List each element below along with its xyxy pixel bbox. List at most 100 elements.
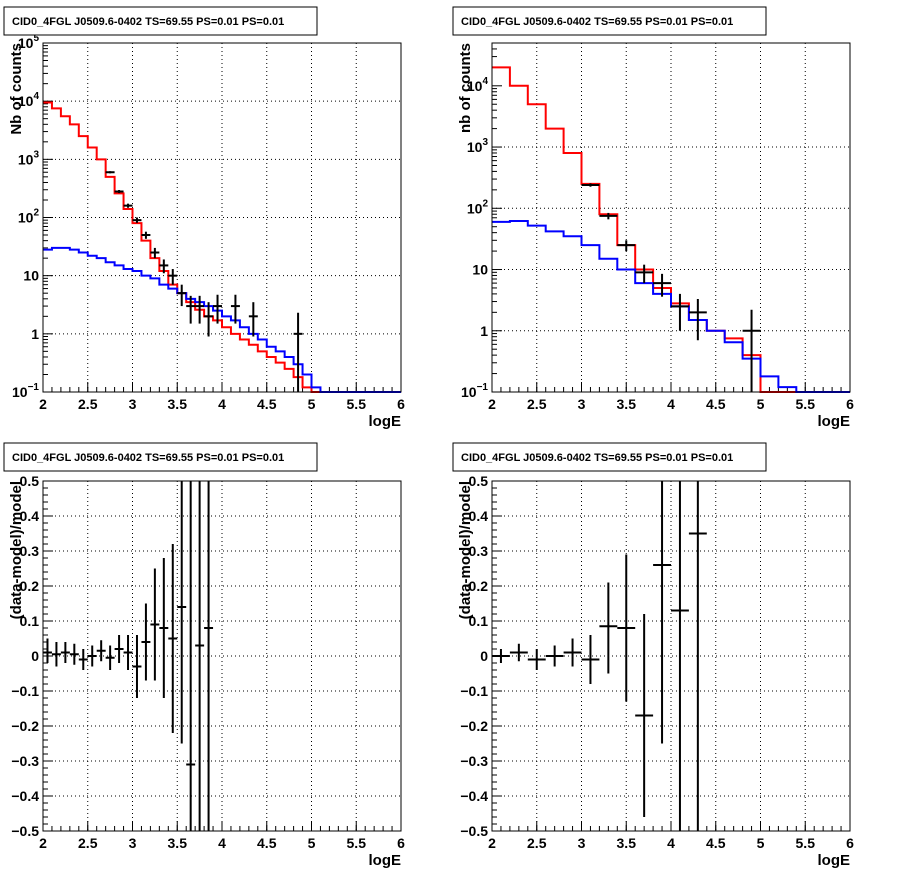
data-point (186, 295, 196, 324)
x-axis-title: logE (369, 852, 402, 869)
x-tick-label: 2 (39, 396, 47, 412)
y-tick-label: 1 (31, 326, 39, 342)
y-tick-label: 0.1 (469, 613, 489, 629)
y-axis-title: (data-model)/model (457, 481, 474, 619)
y-tick-label: 10−1 (461, 382, 488, 400)
y-axis-title: (data-model)/model (8, 481, 25, 619)
panel-3: 2 2.5 3 3.5 4 4.5 5 5.5 6 −0.5 −0.4 −0.3 −0.2 −0.1 0 0.… (3, 442, 405, 869)
data-point (204, 481, 214, 831)
y-tick-label: 103 (467, 137, 489, 155)
y-tick-label: 0.4 (20, 508, 40, 524)
x-tick-label: 5 (308, 835, 316, 851)
data-point (688, 481, 707, 831)
x-tick-label: 4.5 (257, 835, 277, 851)
plot-frame (42, 42, 402, 393)
y-tick-label: 1 (480, 323, 488, 339)
y-tick-label: 104 (467, 76, 489, 94)
data-point (150, 247, 160, 259)
y-axis-title: nb of counts (457, 43, 474, 133)
y-tick-label: −0.2 (460, 718, 488, 734)
y-tick-label: 0.3 (469, 543, 489, 559)
y-tick-label: −0.4 (11, 788, 39, 804)
data-point (248, 302, 258, 337)
data-point (742, 309, 761, 392)
x-tick-label: 5.5 (796, 835, 816, 851)
y-tick-label: 105 (18, 33, 40, 51)
title-box (452, 6, 767, 36)
x-tick-label: 2 (488, 835, 496, 851)
y-tick-label: −0.1 (11, 683, 39, 699)
data-point (168, 544, 178, 733)
y-tick-label: 0 (31, 648, 39, 664)
data-point (195, 295, 205, 324)
x-tick-label: 3.5 (168, 835, 188, 851)
data-point (635, 264, 654, 284)
panel-title: CID0_4FGL J0509.6-0402 TS=69.55 PS=0.01 … (461, 452, 733, 464)
data-point (150, 568, 160, 681)
x-tick-label: 2.5 (78, 396, 98, 412)
title-box (452, 442, 767, 472)
y-tick-label: −0.4 (460, 788, 488, 804)
data-point (213, 294, 222, 324)
x-tick-label: 2.5 (527, 396, 547, 412)
y-tick-label: 0 (480, 648, 488, 664)
data-point (599, 582, 618, 674)
y-tick-label: 0.5 (469, 473, 489, 489)
data-point (141, 231, 151, 239)
title-box (3, 6, 318, 36)
model-histogram-line (43, 101, 401, 393)
x-tick-label: 3.5 (168, 396, 188, 412)
x-tick-label: 5 (757, 396, 765, 412)
y-tick-label: −0.3 (11, 753, 39, 769)
y-tick-label: 0.2 (469, 578, 489, 594)
x-tick-label: 3 (129, 835, 137, 851)
x-tick-label: 2 (39, 835, 47, 851)
y-tick-label: 10−1 (12, 382, 39, 400)
data-point (123, 635, 133, 670)
y-tick-label: −0.5 (11, 823, 39, 839)
x-tick-label: 3.5 (617, 835, 637, 851)
data-point (132, 217, 142, 223)
x-tick-label: 5 (308, 396, 316, 412)
data-point (177, 481, 187, 744)
y-tick-label: 0.4 (469, 508, 489, 524)
x-tick-label: 6 (397, 835, 405, 851)
x-tick-label: 5.5 (347, 396, 367, 412)
x-axis-title: logE (369, 413, 402, 430)
data-point (293, 312, 303, 392)
x-tick-label: 5.5 (347, 835, 367, 851)
data-point (204, 302, 214, 337)
data-point (105, 171, 115, 174)
x-tick-label: 6 (846, 396, 854, 412)
x-tick-label: 5.5 (796, 396, 816, 412)
data-point (617, 554, 636, 702)
data-point (159, 558, 169, 698)
y-tick-label: 102 (467, 198, 489, 216)
y-axis-title: Nb of counts (8, 43, 25, 135)
data-point (51, 642, 61, 667)
y-tick-label: 0.3 (20, 543, 40, 559)
x-tick-label: 3 (129, 396, 137, 412)
data-point (545, 645, 564, 667)
data-point (114, 190, 124, 194)
y-tick-label: 102 (18, 208, 40, 226)
title-box (3, 442, 318, 472)
data-point (653, 273, 671, 297)
x-tick-label: 4 (667, 396, 675, 412)
data-point (60, 642, 70, 663)
x-tick-label: 4.5 (257, 396, 277, 412)
data-point (653, 481, 671, 744)
y-tick-label: 0.2 (20, 578, 40, 594)
x-tick-label: 3 (578, 396, 586, 412)
data-point (617, 240, 636, 252)
data-point (599, 212, 618, 220)
y-tick-label: −0.1 (460, 683, 488, 699)
data-point (230, 294, 240, 324)
data-point (168, 269, 178, 285)
y-tick-label: −0.2 (11, 718, 39, 734)
x-tick-label: 2.5 (78, 835, 98, 851)
data-point (509, 643, 528, 662)
x-tick-label: 4.5 (706, 835, 726, 851)
x-axis-title: logE (818, 852, 851, 869)
